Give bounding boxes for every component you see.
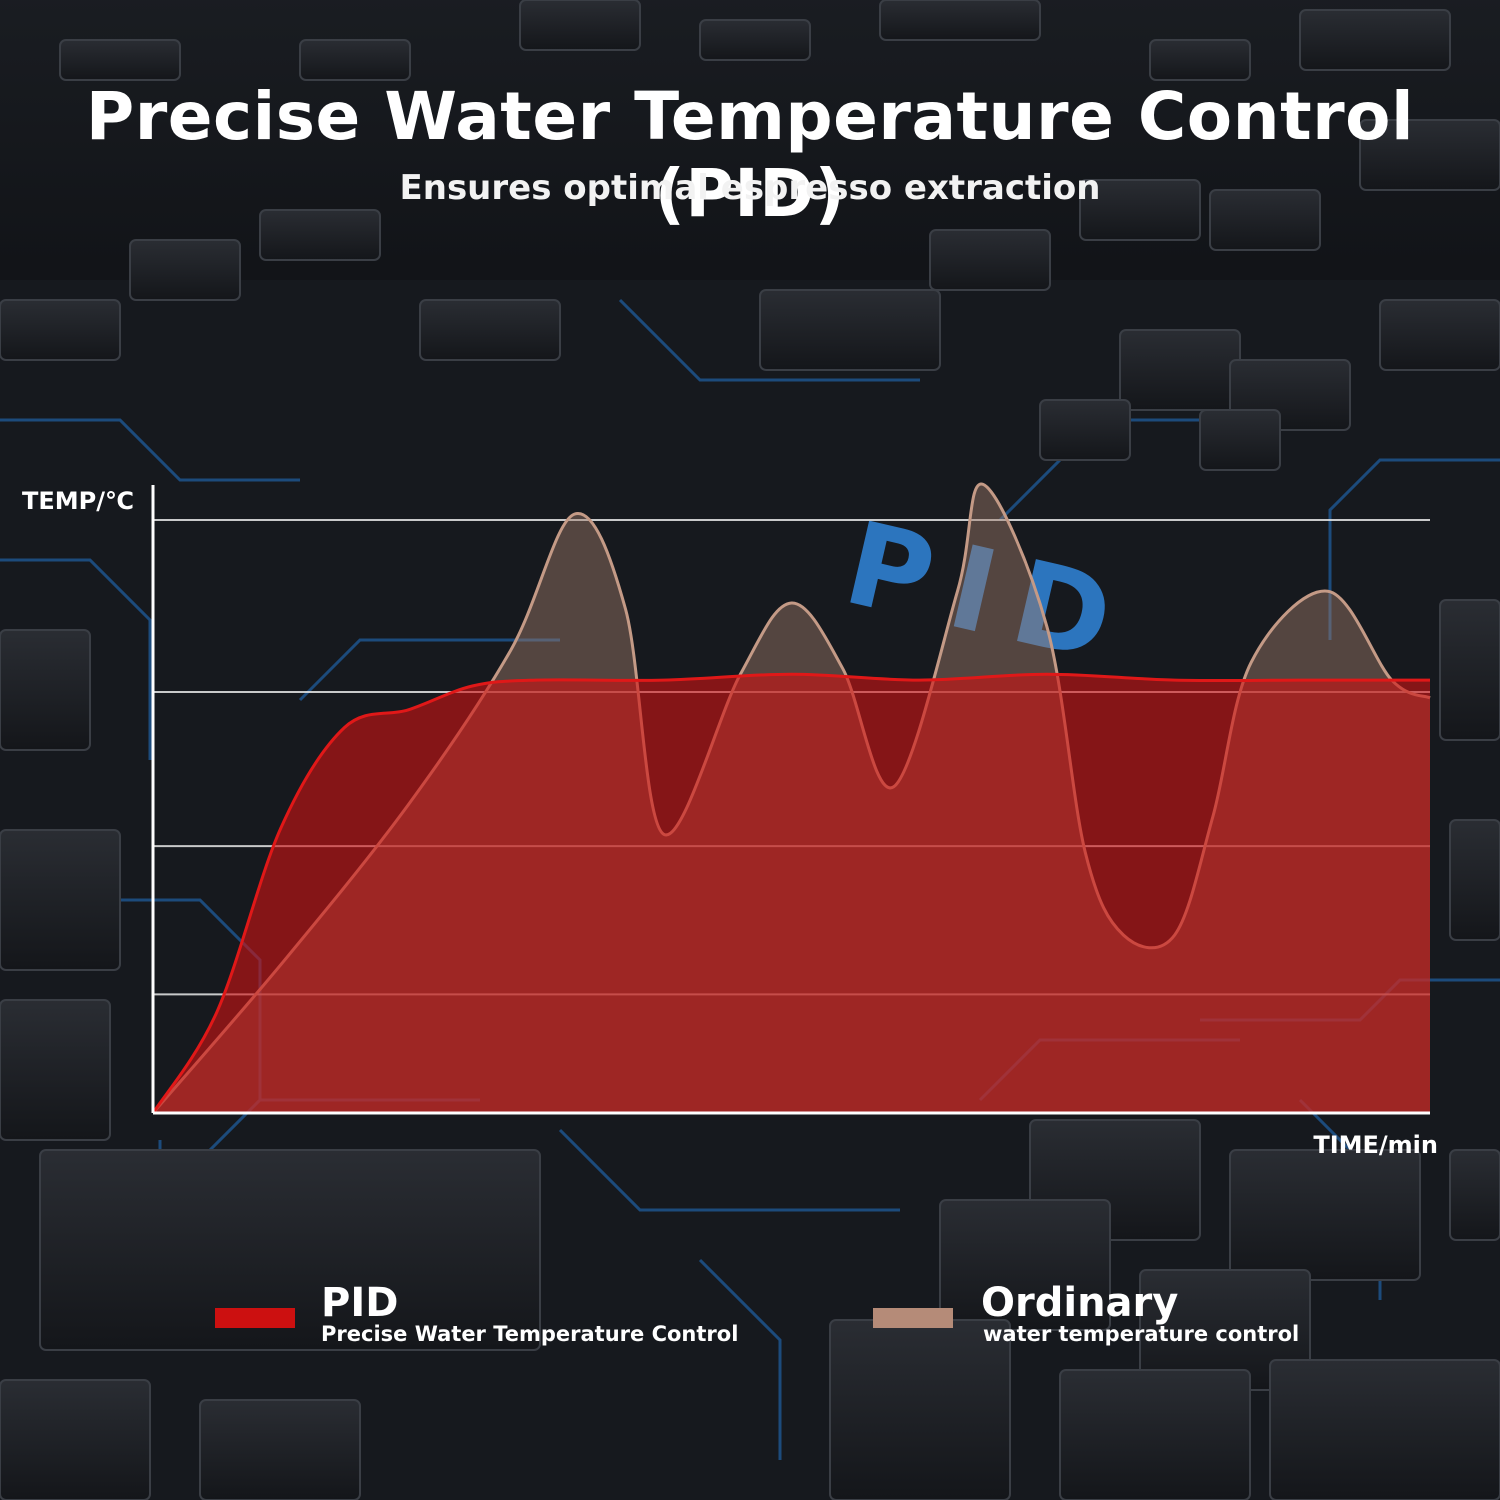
circuit-chip [0, 999, 111, 1141]
circuit-chip [1229, 1149, 1421, 1281]
circuit-chip [519, 0, 641, 51]
legend-desc-ordinary: water temperature control [983, 1322, 1300, 1346]
circuit-chip [299, 39, 411, 81]
circuit-chip [419, 299, 561, 361]
circuit-chip [1359, 119, 1500, 191]
circuit-chip [1209, 189, 1321, 251]
legend-desc-pid: Precise Water Temperature Control [321, 1322, 739, 1346]
circuit-chip [1039, 399, 1131, 461]
circuit-chip [0, 829, 121, 971]
circuit-trace [558, 1128, 900, 1212]
circuit-chip [199, 1399, 361, 1500]
circuit-chip [0, 629, 91, 751]
legend-name-ordinary: Ordinary [981, 1280, 1179, 1326]
circuit-chip [929, 229, 1051, 291]
page-title: Precise Water Temperature Control (PID) [85, 78, 1415, 232]
pid-series-area [153, 674, 1430, 1113]
circuit-chip [0, 1379, 151, 1500]
circuit-chip [259, 209, 381, 261]
circuit-trace [298, 638, 560, 702]
legend-swatch-ordinary [873, 1308, 953, 1328]
pid-series-line [151, 672, 1430, 1114]
legend-swatch-pid [215, 1308, 295, 1328]
circuit-chip [1269, 1359, 1500, 1500]
circuit-chip [1059, 1369, 1251, 1500]
circuit-chip [1199, 409, 1281, 471]
circuit-chip [759, 289, 941, 371]
circuit-chip [1149, 39, 1251, 81]
circuit-trace [1328, 458, 1500, 640]
circuit-chip [879, 0, 1041, 41]
circuit-chip [939, 1199, 1111, 1331]
circuit-chip [1079, 179, 1201, 241]
circuit-chip [0, 299, 121, 361]
circuit-trace [0, 558, 152, 760]
y-axis-label: TEMP/℃ [22, 487, 134, 515]
circuit-chip [699, 19, 811, 61]
circuit-chip [59, 39, 181, 81]
circuit-chip [1449, 1149, 1500, 1241]
x-axis-label: TIME/min [1313, 1131, 1438, 1159]
circuit-chip [129, 239, 241, 301]
circuit-chip [1379, 299, 1500, 371]
page-subtitle: Ensures optimal espresso extraction [399, 168, 1101, 208]
circuit-trace [698, 1258, 782, 1460]
circuit-chip [39, 1149, 541, 1351]
circuit-trace [0, 418, 300, 482]
circuit-trace [618, 298, 920, 382]
circuit-chip [1449, 819, 1500, 941]
legend-name-pid: PID [321, 1280, 399, 1326]
circuit-chip [1299, 9, 1451, 71]
circuit-chip [1439, 599, 1500, 741]
